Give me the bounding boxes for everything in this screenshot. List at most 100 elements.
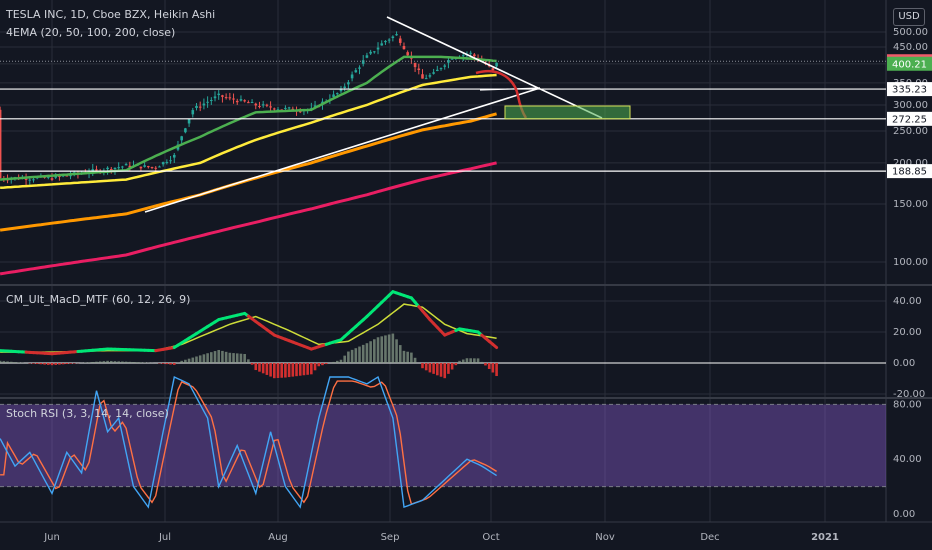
candle-body bbox=[354, 70, 358, 73]
histogram-bar bbox=[361, 344, 365, 363]
histogram-bar bbox=[369, 341, 372, 363]
candle-body bbox=[46, 176, 50, 178]
histogram-bar bbox=[54, 363, 58, 365]
time-label: Aug bbox=[268, 532, 288, 543]
histogram-bar bbox=[291, 363, 295, 377]
time-label: Jul bbox=[158, 532, 171, 543]
candle-body bbox=[313, 105, 317, 107]
candle-body bbox=[224, 97, 228, 99]
candle-body bbox=[443, 65, 447, 67]
histogram-bar bbox=[310, 363, 313, 375]
histogram-bar bbox=[402, 350, 406, 363]
histogram-bar bbox=[447, 363, 450, 374]
histogram-bar bbox=[169, 363, 172, 365]
candle-body bbox=[54, 175, 58, 178]
macd-tick-label: 0.00 bbox=[893, 358, 915, 369]
histogram-bar bbox=[213, 351, 217, 363]
histogram-bar bbox=[484, 363, 487, 366]
histogram-bar bbox=[387, 334, 391, 363]
histogram-bar bbox=[117, 361, 120, 363]
histogram-bar bbox=[421, 363, 424, 369]
candle-body bbox=[432, 72, 435, 74]
histogram-bar bbox=[254, 363, 258, 371]
candle-body bbox=[343, 86, 346, 88]
histogram-bar bbox=[132, 361, 135, 363]
macd-tick-label: -20.00 bbox=[893, 389, 925, 400]
histogram-bar bbox=[313, 363, 317, 371]
histogram-bar bbox=[143, 362, 146, 363]
histogram-bar bbox=[439, 363, 443, 377]
candle-body bbox=[461, 55, 465, 57]
price-tag-bg bbox=[887, 111, 932, 126]
histogram-bar bbox=[395, 339, 398, 363]
histogram-bar bbox=[58, 363, 61, 365]
candle-body bbox=[217, 93, 221, 96]
price-tick-label: 250.00 bbox=[893, 126, 928, 137]
candle-body bbox=[91, 169, 95, 171]
price-tag-label: 335.23 bbox=[892, 85, 927, 96]
candle-body bbox=[172, 154, 176, 158]
histogram-bar bbox=[98, 361, 102, 363]
histogram-bar bbox=[380, 336, 384, 363]
candle-body bbox=[165, 162, 169, 164]
time-label: Dec bbox=[700, 532, 719, 543]
candle-body bbox=[0, 109, 2, 179]
target-zone bbox=[504, 105, 631, 120]
time-label: Sep bbox=[381, 532, 400, 543]
histogram-bar bbox=[221, 350, 224, 363]
currency-button[interactable]: USD bbox=[893, 8, 925, 26]
histogram-bar bbox=[102, 361, 106, 363]
candle-body bbox=[413, 62, 417, 68]
histogram-bar bbox=[250, 363, 254, 365]
histogram-bar bbox=[113, 361, 117, 363]
histogram-bar bbox=[39, 363, 43, 365]
histogram-bar bbox=[187, 358, 191, 363]
candle-body bbox=[50, 178, 54, 180]
histogram-bar bbox=[424, 363, 428, 371]
candle-body bbox=[254, 103, 258, 106]
histogram-bar bbox=[172, 363, 176, 365]
candle-body bbox=[284, 107, 287, 109]
histogram-bar bbox=[87, 362, 91, 363]
candle-body bbox=[154, 167, 158, 169]
candle-body bbox=[369, 51, 372, 54]
histogram-bar bbox=[65, 363, 69, 365]
candle-body bbox=[28, 179, 32, 181]
ema-50-line bbox=[0, 73, 497, 190]
candle-body bbox=[250, 102, 254, 104]
candle-body bbox=[421, 74, 424, 79]
candle-body bbox=[387, 39, 391, 41]
candle-body bbox=[184, 128, 187, 133]
histogram-bar bbox=[135, 362, 139, 363]
candle-body bbox=[139, 166, 143, 169]
histogram-bar bbox=[487, 363, 491, 369]
candle-body bbox=[276, 109, 280, 111]
histogram-bar bbox=[206, 353, 209, 363]
candle-body bbox=[439, 68, 443, 70]
candle-body bbox=[347, 82, 350, 85]
candle-body bbox=[361, 60, 365, 64]
histogram-bar bbox=[61, 363, 65, 365]
candle-body bbox=[158, 166, 161, 168]
candle-body bbox=[213, 96, 217, 99]
stoch-band bbox=[0, 404, 886, 487]
candle-body bbox=[447, 60, 450, 63]
price-tag: 188.85 bbox=[887, 164, 932, 179]
histogram-bar bbox=[128, 361, 132, 363]
candle-body bbox=[210, 99, 213, 101]
candle-body bbox=[491, 68, 495, 71]
time-label: Oct bbox=[482, 532, 499, 543]
histogram-bar bbox=[476, 358, 480, 363]
stoch-tick-label: 0.00 bbox=[893, 509, 915, 520]
histogram-bar bbox=[217, 349, 221, 363]
histogram-bar bbox=[280, 363, 284, 378]
histogram-bar bbox=[247, 359, 250, 363]
histogram-bar bbox=[161, 363, 165, 364]
histogram-bar bbox=[17, 362, 20, 363]
candle-body bbox=[376, 47, 380, 50]
histogram-bar bbox=[13, 362, 17, 363]
histogram-bar bbox=[461, 359, 465, 363]
histogram-bar bbox=[243, 354, 246, 363]
histogram-bar bbox=[91, 361, 95, 363]
